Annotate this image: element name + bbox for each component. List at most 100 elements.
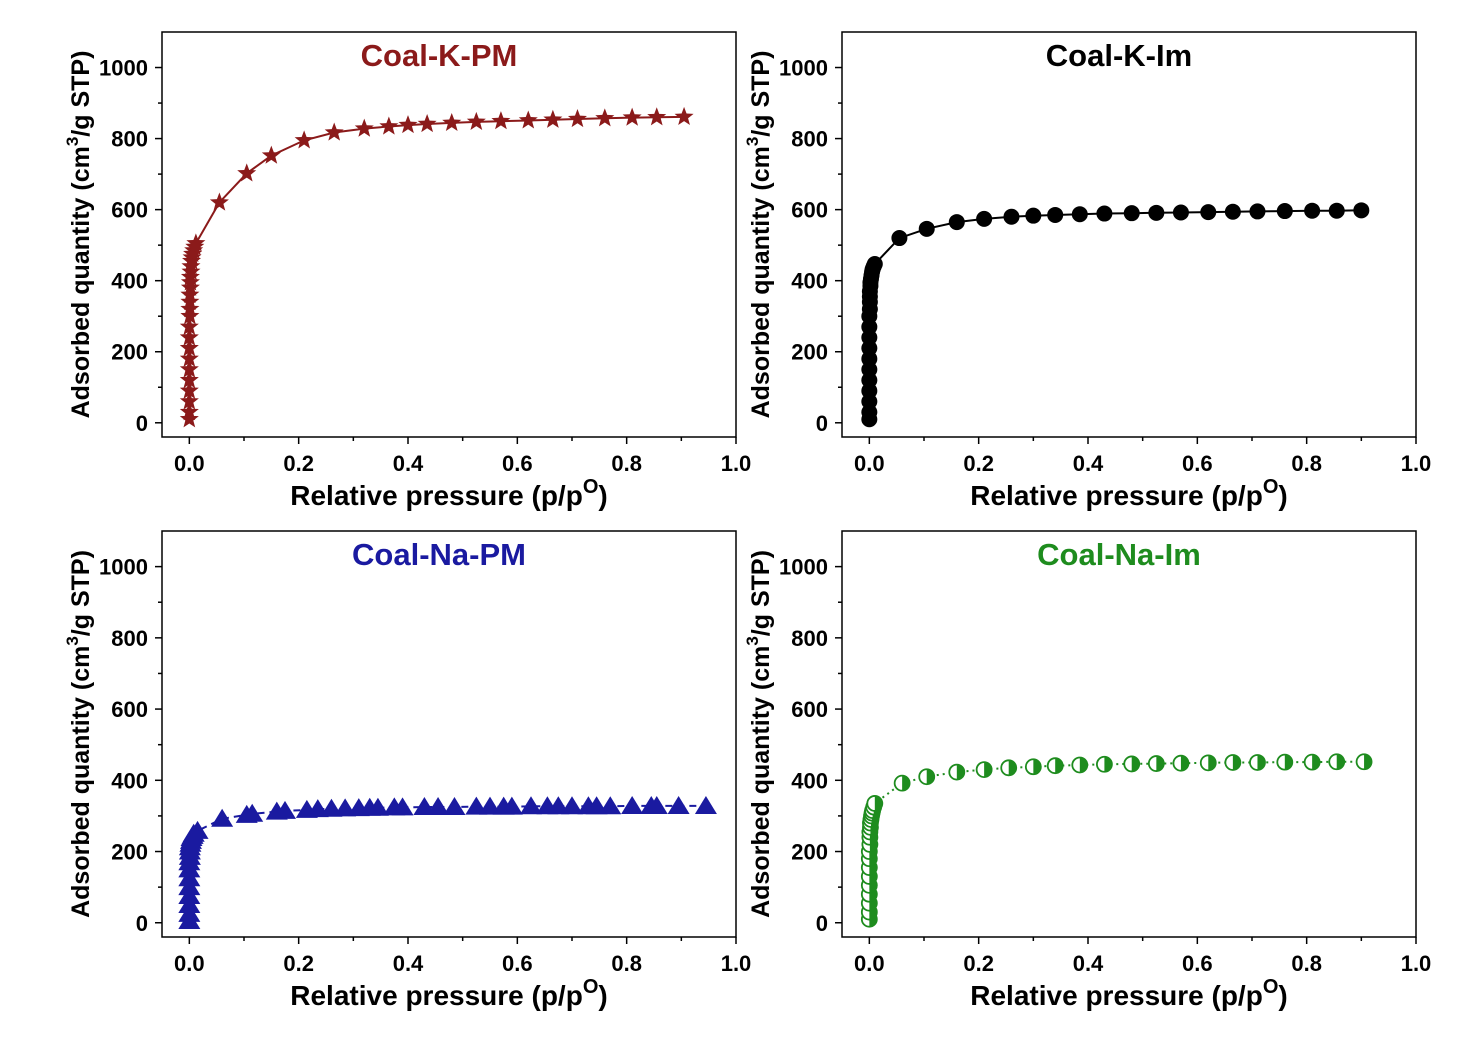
data-point [543,109,563,128]
data-point [179,409,199,428]
chart-panel-2: 0.0 0.2 0.4 0.6 0.8 1.0 0 200 400 600 800 1000 Relat… [743,31,1432,511]
y-tick-label: 600 [111,697,148,722]
x-tick-label: 0.0 [854,451,885,476]
data-point [1024,758,1042,776]
chart-panel-1: 0.0 0.2 0.4 0.6 0.8 1.0 0 200 400 600 800 1000 Relat… [63,31,751,511]
data-point [667,795,690,814]
plot-frame [841,530,1417,938]
y-tick-label: 800 [111,127,148,152]
x-tick-label: 1.0 [1401,951,1432,976]
data-point [398,115,418,134]
data-point [261,145,281,164]
series-line [188,804,706,921]
y-tick-label: 800 [111,626,148,651]
data-point [500,796,523,815]
data-point [866,255,883,272]
data-point [209,192,229,211]
data-point [1328,202,1345,219]
x-tick-label: 0.2 [283,451,314,476]
data-point [1199,754,1217,772]
data-point [567,109,587,128]
data-point [1096,755,1113,773]
data-point [179,338,199,357]
x-tick-label: 0.6 [502,951,533,976]
x-tick-label: 0.4 [1073,451,1104,476]
data-point [1224,754,1242,771]
data-point [186,820,209,839]
data-point [694,795,717,814]
data-point [294,130,314,149]
series-line [868,760,1365,920]
y-tick-label: 800 [791,626,828,651]
data-point [180,299,200,318]
data-point [948,214,965,231]
y-tick-label: 400 [791,269,828,294]
data-point [1123,205,1140,222]
data-point [180,272,200,291]
x-tick-label: 1.0 [1401,451,1432,476]
data-point [417,114,437,133]
data-point [1304,202,1321,219]
series-line [188,115,685,420]
data-point [1000,759,1018,777]
data-point [354,118,374,137]
data-point [211,808,234,827]
data-point [442,112,462,132]
data-point [1148,204,1165,221]
y-tick-label: 0 [816,911,828,936]
y-tick-label: 400 [791,768,828,793]
x-tick-label: 0.6 [502,451,533,476]
y-axis-label: Adsorbed quantity (cm3/g STP) [743,550,775,918]
data-point [976,210,993,227]
data-point [1172,754,1190,772]
data-point [179,316,199,335]
y-tick-label: 1000 [779,56,828,81]
chart-title: Coal-K-PM [361,38,518,73]
data-point [391,797,414,816]
data-point [599,796,622,815]
data-point [180,292,200,311]
y-tick-label: 800 [791,127,828,152]
data-point [274,800,296,819]
data-point [1025,207,1042,224]
data-point [179,402,199,421]
data-point [1046,757,1064,775]
x-tick-label: 0.2 [283,951,314,976]
y-tick-label: 400 [111,269,148,294]
data-point [674,106,694,125]
chart-title: Coal-Na-PM [352,537,526,572]
x-axis-label: Relative pressure (p/pO) [290,976,607,1011]
y-tick-label: 600 [791,697,828,722]
data-point [1276,203,1293,220]
data-point [181,261,201,280]
chart-panel-3: 0.0 0.2 0.4 0.6 0.8 1.0 0 200 400 600 800 1000 Relat… [63,530,751,1011]
data-point [366,797,389,816]
plot-frame [161,530,737,938]
x-tick-label: 0.0 [174,451,205,476]
data-point [595,108,615,127]
x-tick-label: 0.6 [1182,451,1213,476]
x-axis-label: Relative pressure (p/pO) [970,476,1287,511]
x-tick-label: 0.8 [1291,451,1322,476]
y-tick-label: 600 [111,198,148,223]
y-tick-label: 1000 [99,56,148,81]
chart-panel-4: 0.0 0.2 0.4 0.6 0.8 1.0 0 200 400 600 800 1000 Relat… [743,530,1432,1011]
data-point [1224,203,1241,220]
data-point [647,107,667,126]
x-tick-label: 0.4 [393,451,424,476]
data-point [1096,205,1113,222]
y-tick-label: 600 [791,198,828,223]
x-tick-label: 0.0 [854,951,885,976]
data-point [1172,204,1189,221]
data-point [179,359,199,378]
data-point [179,370,199,389]
data-point [237,163,257,182]
data-point [1071,756,1089,774]
data-point [427,797,450,816]
data-point [1276,753,1294,771]
data-point [466,111,486,130]
x-tick-label: 0.8 [611,451,642,476]
data-point [179,348,199,367]
data-point [948,763,966,781]
